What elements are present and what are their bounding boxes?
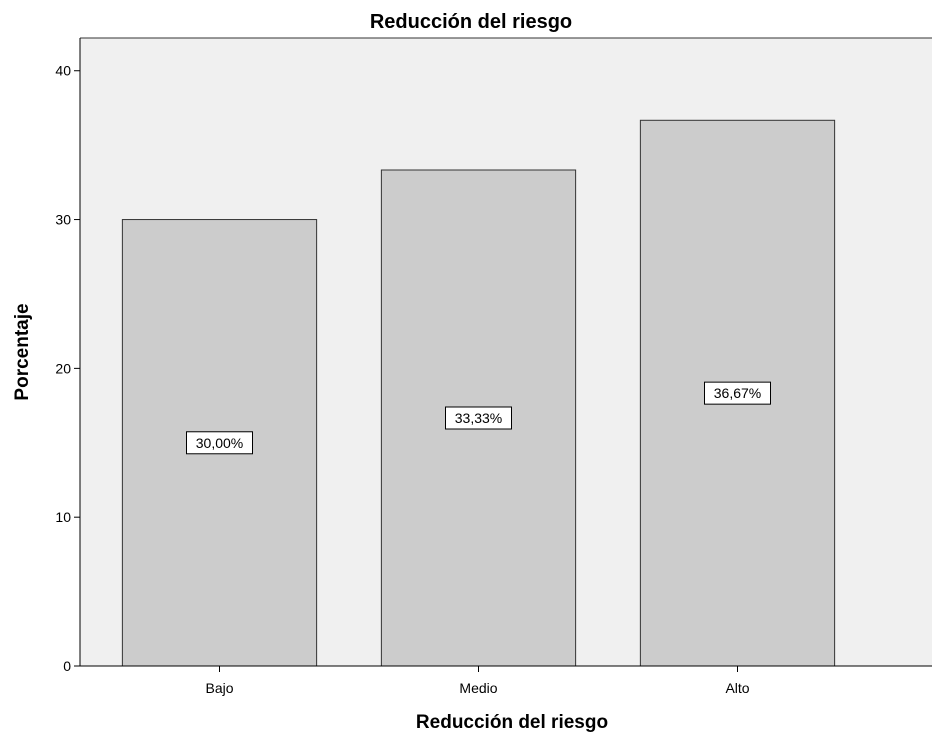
y-tick-label: 30 [55, 212, 71, 228]
y-tick-label: 20 [55, 360, 71, 376]
data-label: 30,00% [196, 435, 243, 451]
y-axis-title: Porcentaje [12, 303, 33, 400]
data-label-box [186, 431, 253, 455]
x-tick-label: Medio [459, 680, 497, 696]
data-label-box [704, 381, 771, 405]
data-label: 33,33% [455, 410, 502, 426]
x-tick-label: Bajo [205, 680, 233, 696]
y-tick-label: 10 [55, 509, 71, 525]
data-label: 36,67% [714, 385, 761, 401]
y-tick-label: 0 [63, 658, 71, 674]
y-tick-label: 40 [55, 63, 71, 79]
chart-title: Reducción del riesgo [370, 11, 572, 33]
x-tick-label: Alto [725, 680, 749, 696]
data-label-box [445, 406, 512, 430]
x-axis-title: Reducción del riesgo [416, 712, 608, 733]
